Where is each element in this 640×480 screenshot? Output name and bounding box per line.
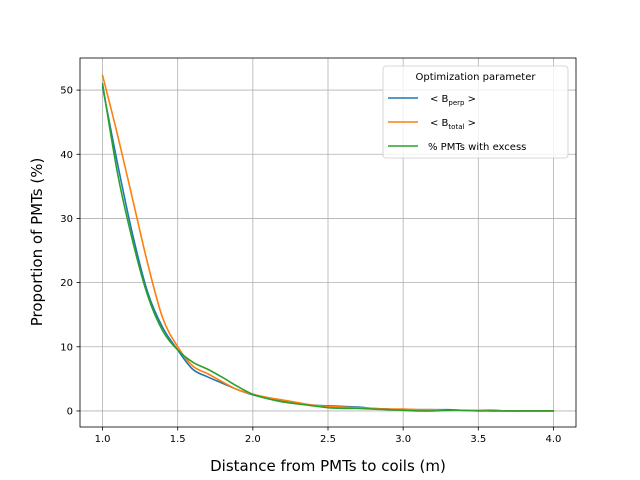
- x-tick-label: 2.5: [320, 434, 336, 445]
- legend-label-main: < B: [430, 118, 449, 129]
- legend-label: < Btotal >: [430, 118, 476, 131]
- legend-entry-pmts-excess: % PMTs with excess: [388, 142, 526, 153]
- legend-label-suffix: >: [465, 94, 477, 105]
- y-axis-label: Proportion of PMTs (%): [28, 158, 46, 327]
- y-tick-label: 50: [60, 86, 73, 97]
- axis-ticks: 1.0 1.5 2.0 2.5 3.0 3.5 4.0 0 10 20 30 40 50: [60, 86, 561, 445]
- x-tick-label: 1.5: [170, 434, 186, 445]
- legend-title: Optimization parameter: [416, 72, 537, 83]
- legend-entry-bperp: < Bperp >: [388, 94, 476, 107]
- x-tick-label: 2.0: [245, 434, 261, 445]
- legend-box: [382, 65, 569, 159]
- series-line-pmts-excess: [101, 82, 555, 412]
- x-tick-label: 1.0: [95, 434, 111, 445]
- x-axis-label: Distance from PMTs to coils (m): [210, 457, 446, 475]
- legend-label-main: % PMTs with excess: [428, 142, 526, 153]
- legend-label: < Bperp >: [430, 94, 476, 107]
- legend-entry-btotal: < Btotal >: [388, 118, 476, 131]
- legend: Optimization parameter < Bperp >< Btotal…: [382, 65, 569, 159]
- y-tick-label: 40: [60, 150, 73, 161]
- x-tick-label: 4.0: [546, 434, 562, 445]
- y-tick-label: 10: [60, 342, 73, 353]
- legend-label-main: < B: [430, 94, 449, 105]
- y-tick-label: 0: [67, 406, 73, 417]
- y-tick-label: 20: [60, 278, 73, 289]
- y-tick-label: 30: [60, 214, 73, 225]
- legend-label-subscript: perp: [448, 99, 465, 107]
- legend-label: % PMTs with excess: [428, 142, 526, 153]
- x-tick-label: 3.5: [470, 434, 486, 445]
- x-tick-label: 3.0: [395, 434, 411, 445]
- legend-entries: < Bperp >< Btotal >% PMTs with excess: [388, 94, 526, 153]
- legend-label-subscript: total: [448, 123, 464, 131]
- grid-lines: [80, 58, 576, 427]
- legend-label-suffix: >: [464, 118, 476, 129]
- plot-series: [101, 74, 555, 412]
